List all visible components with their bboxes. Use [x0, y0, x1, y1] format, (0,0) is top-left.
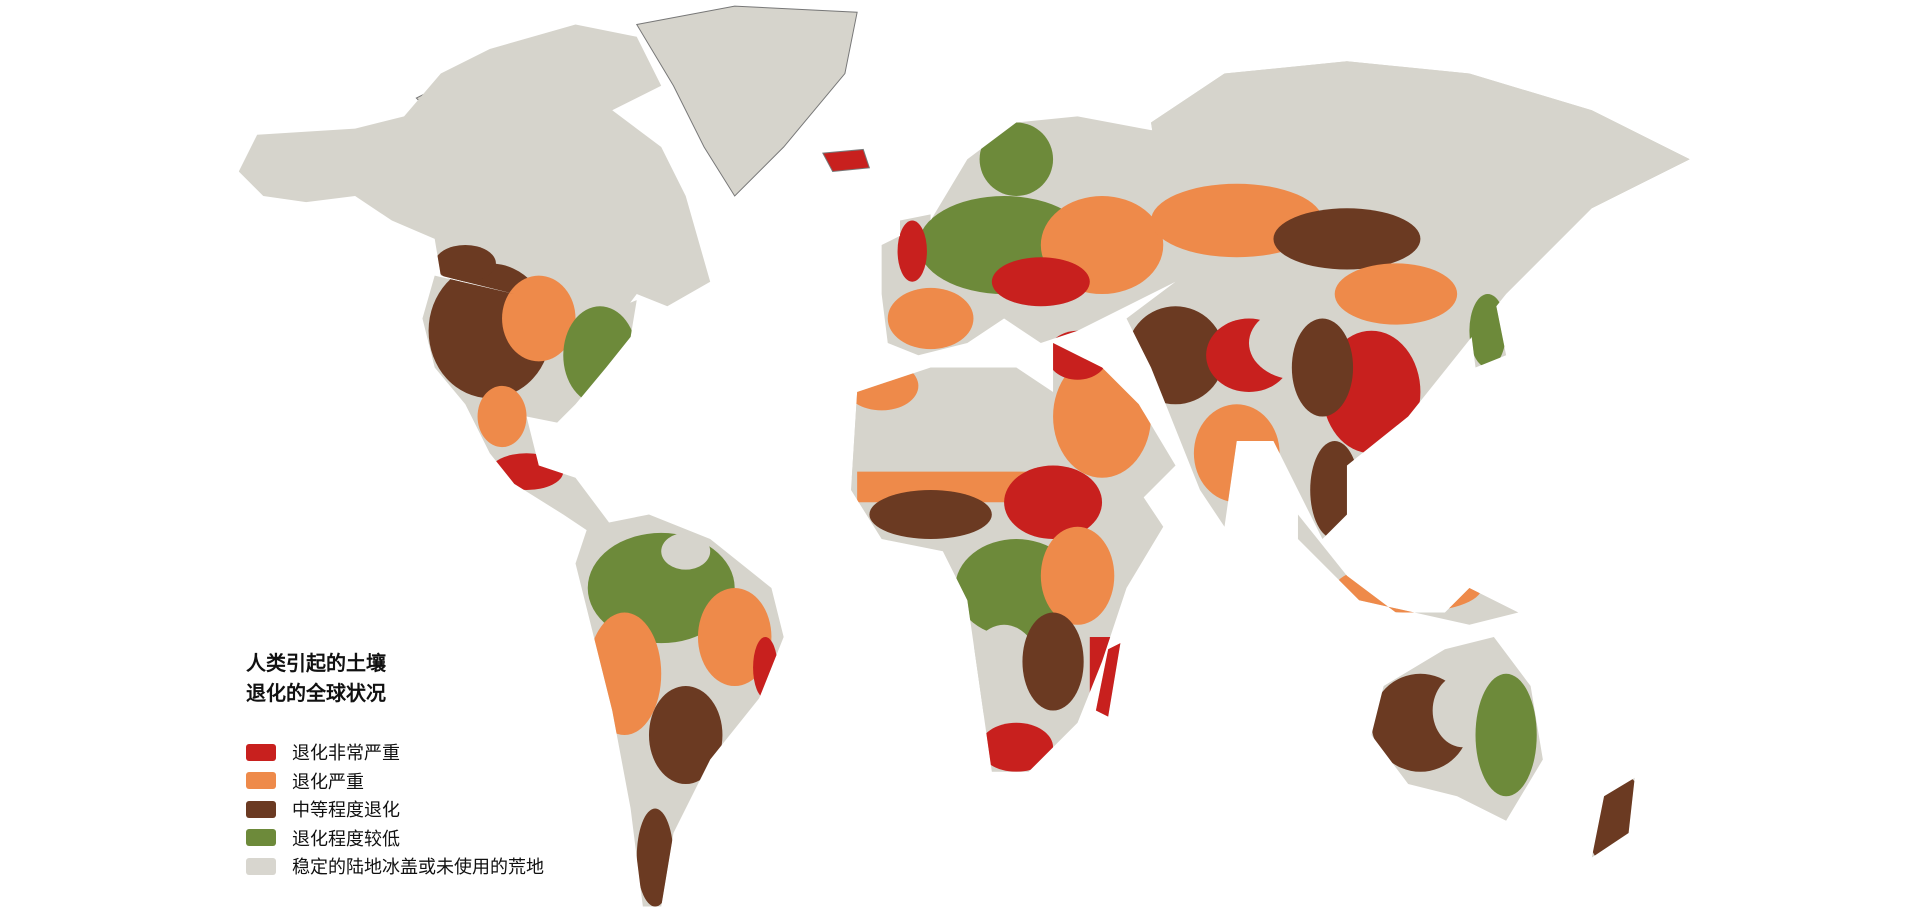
legend-swatch — [246, 772, 276, 790]
legend-label: 稳定的陆地冰盖或未使用的荒地 — [292, 857, 544, 879]
legend-item-moderate: 中等程度退化 — [246, 795, 544, 824]
legend-swatch — [246, 743, 276, 761]
legend-swatch — [246, 857, 276, 875]
greenland — [635, 5, 858, 197]
legend-title-line1: 人类引起的土壤 — [246, 651, 386, 675]
map-legend: 人类引起的土壤 退化的全球状况 退化非常严重 退化严重 中等程度退化 退化程度较… — [246, 648, 544, 881]
iceland — [822, 148, 871, 173]
legend-label: 中等程度退化 — [292, 800, 400, 822]
legend-item-stable: 稳定的陆地冰盖或未使用的荒地 — [246, 852, 544, 881]
legend-label: 退化严重 — [292, 771, 364, 793]
legend-item-low: 退化程度较低 — [246, 824, 544, 853]
legend-swatch — [246, 829, 276, 847]
legend-item-severe: 退化严重 — [246, 767, 544, 796]
legend-swatch — [246, 800, 276, 818]
legend-label: 退化非常严重 — [292, 743, 400, 765]
legend-item-very-severe: 退化非常严重 — [246, 738, 544, 767]
legend-title-line2: 退化的全球状况 — [246, 681, 386, 705]
legend-label: 退化程度较低 — [292, 828, 400, 850]
